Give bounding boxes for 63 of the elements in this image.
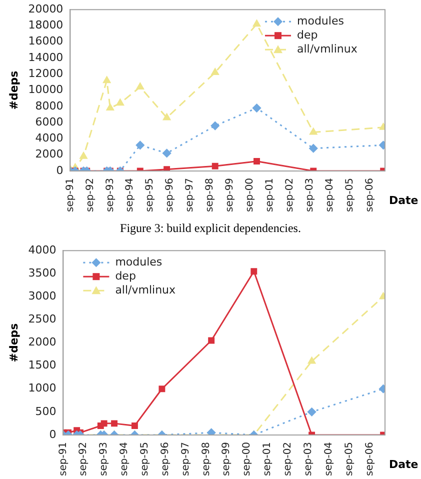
x-tick-label: sep-04 bbox=[324, 178, 336, 212]
x-tick-label: sep-91 bbox=[64, 178, 76, 212]
y-axis-title: #deps bbox=[7, 322, 20, 362]
y-tick-label: 6000 bbox=[35, 115, 64, 128]
legend-label: all/vmlinux bbox=[297, 42, 358, 56]
x-tick-label: sep-97 bbox=[180, 442, 192, 476]
y-tick-label: 8000 bbox=[35, 99, 64, 112]
x-tick-label: sep-00 bbox=[244, 178, 256, 212]
y-tick-label: 4000 bbox=[28, 243, 56, 256]
y-tick-label: 500 bbox=[35, 404, 56, 418]
x-tick-label: sep-97 bbox=[184, 178, 196, 212]
x-tick-label: sep-94 bbox=[119, 442, 130, 476]
x-tick-label: sep-98 bbox=[200, 442, 212, 476]
legend-label: modules bbox=[115, 255, 162, 268]
x-tick-label: sep-91 bbox=[58, 442, 69, 476]
x-tick-label: sep-96 bbox=[160, 442, 171, 476]
y-tick-label: 10000 bbox=[28, 83, 64, 96]
y-tick-label: 12000 bbox=[28, 67, 64, 80]
caption: Figure 3: build explicit dependencies. bbox=[119, 220, 302, 237]
legend-label: dep bbox=[115, 269, 136, 282]
y-tick-label: 3000 bbox=[28, 290, 56, 303]
x-tick-label: sep-03 bbox=[302, 442, 314, 476]
y-axis-title: #deps bbox=[7, 70, 20, 110]
x-tick-label: sep-06 bbox=[364, 442, 376, 476]
legend-label: dep bbox=[297, 28, 318, 42]
x-tick-label: sep-98 bbox=[204, 178, 216, 212]
x-axis-title: Date bbox=[389, 458, 418, 471]
legend-label: modules bbox=[297, 14, 344, 28]
y-tick-label: 18000 bbox=[28, 18, 64, 32]
x-tick-label: sep-03 bbox=[304, 178, 316, 212]
x-tick-label: sep-02 bbox=[284, 178, 296, 212]
y-tick-label: 3500 bbox=[28, 266, 56, 280]
x-tick-label: sep-04 bbox=[323, 442, 334, 476]
x-axis-title: Date bbox=[389, 194, 418, 207]
x-tick-label: sep-92 bbox=[78, 442, 90, 476]
y-tick-label: 0 bbox=[49, 428, 56, 441]
x-tick-label: sep-92 bbox=[84, 178, 96, 212]
x-tick-label: sep-06 bbox=[364, 178, 376, 212]
y-tick-label: 20000 bbox=[28, 2, 64, 16]
x-tick-label: sep-99 bbox=[221, 442, 232, 476]
x-tick-label: sep-00 bbox=[242, 442, 253, 476]
x-tick-label: sep-93 bbox=[98, 442, 110, 476]
x-tick-label: sep-99 bbox=[224, 178, 236, 212]
y-tick-label: 14000 bbox=[28, 50, 64, 64]
x-tick-label: sep-95 bbox=[144, 178, 156, 212]
y-tick-label: 2000 bbox=[28, 336, 56, 349]
x-tick-label: sep-94 bbox=[124, 178, 136, 212]
x-tick-label: sep-05 bbox=[344, 442, 355, 476]
y-tick-label: 4000 bbox=[35, 132, 64, 145]
legend-label: all/vmlinux bbox=[115, 283, 176, 296]
x-tick-label: sep-05 bbox=[344, 178, 356, 212]
y-tick-label: 0 bbox=[56, 164, 64, 177]
y-tick-label: 2500 bbox=[28, 312, 56, 326]
x-tick-label: sep-02 bbox=[282, 442, 294, 476]
y-tick-label: 2000 bbox=[35, 148, 64, 161]
y-tick-label: 1500 bbox=[28, 358, 56, 372]
x-tick-label: sep-01 bbox=[262, 442, 274, 476]
x-tick-label: sep-95 bbox=[140, 442, 151, 476]
x-tick-label: sep-96 bbox=[164, 178, 176, 212]
x-tick-label: sep-01 bbox=[264, 178, 276, 212]
y-tick-label: 16000 bbox=[28, 34, 64, 48]
y-tick-label: 1000 bbox=[28, 382, 56, 395]
x-tick-label: sep-93 bbox=[104, 178, 116, 212]
